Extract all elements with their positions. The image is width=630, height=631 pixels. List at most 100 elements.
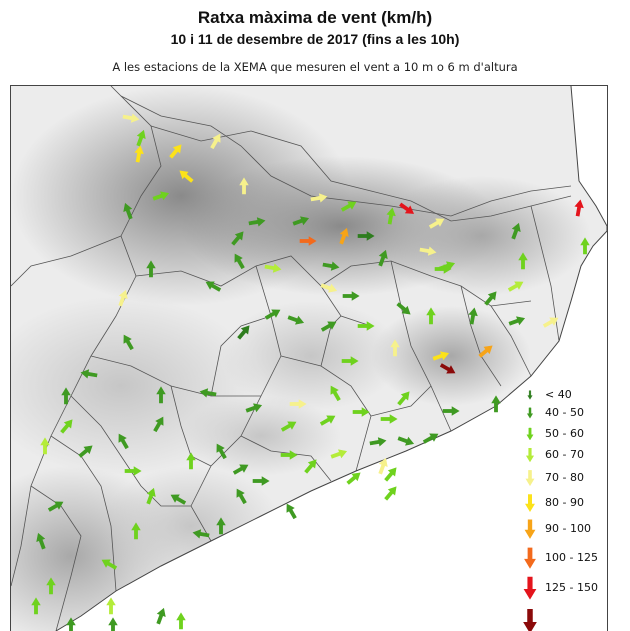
wind-arrow: [384, 467, 397, 482]
wind-arrow: [397, 391, 410, 406]
wind-arrow: [118, 289, 128, 307]
wind-arrow: [397, 436, 415, 446]
legend-arrow-9: [523, 608, 537, 631]
northern-border: [110, 86, 572, 217]
wind-arrow: [286, 503, 297, 520]
wind-arrow: [153, 416, 164, 433]
wind-arrow: [292, 216, 310, 226]
wind-arrow: [152, 191, 170, 201]
wind-arrow: [78, 445, 93, 458]
wind-arrow: [352, 407, 370, 417]
wind-arrow: [123, 334, 134, 351]
wind-arrow: [131, 522, 141, 540]
wind-arrow: [518, 252, 528, 270]
region-boundaries: [11, 95, 572, 631]
wind-arrow: [61, 387, 71, 405]
wind-arrow: [508, 316, 526, 326]
station-arrows: [31, 113, 590, 631]
map-canvas: [11, 86, 607, 631]
legend-label-5: 80 - 90: [545, 496, 584, 509]
wind-arrow: [31, 597, 41, 615]
wind-arrow: [507, 281, 524, 292]
wind-arrow: [264, 309, 281, 320]
wind-arrow: [357, 321, 375, 331]
wind-arrow: [210, 133, 221, 150]
wind-arrow: [339, 227, 349, 245]
wind-arrow: [123, 202, 133, 220]
wind-arrow: [108, 617, 118, 631]
wind-arrow: [299, 236, 317, 246]
legend-label-7: 100 - 125: [545, 551, 598, 564]
wind-arrow: [419, 246, 437, 256]
legend-arrow-4: [525, 470, 535, 487]
wind-arrow: [432, 351, 450, 361]
wind-arrow: [428, 218, 445, 229]
map-subtitle: 10 i 11 de desembre de 2017 (fins a les …: [170, 31, 460, 47]
wind-arrow: [146, 260, 156, 278]
wind-arrow: [234, 253, 245, 270]
wind-arrow: [399, 202, 415, 214]
wind-arrow: [320, 321, 337, 332]
legend-label-0: < 40: [545, 388, 572, 401]
legend-arrow-3: [525, 447, 535, 463]
wind-arrow: [124, 466, 142, 476]
wind-arrow: [289, 399, 307, 409]
legend-label-2: 50 - 60: [545, 427, 584, 440]
wind-arrow: [340, 201, 357, 212]
wind-arrow: [156, 386, 166, 404]
wind-arrow: [511, 222, 521, 240]
wind-arrow: [231, 231, 244, 246]
wind-arrow: [478, 345, 493, 358]
legend-label-6: 90 - 100: [545, 522, 591, 535]
wind-arrow: [216, 443, 227, 460]
legend-arrow-8: [523, 576, 537, 600]
wind-arrow: [357, 231, 375, 241]
wind-arrow: [179, 170, 194, 183]
wind-arrow: [304, 459, 317, 474]
map-title: Ratxa màxima de vent (km/h): [197, 8, 433, 27]
wind-arrow: [60, 419, 73, 434]
wind-arrow: [310, 193, 328, 203]
wind-arrow: [101, 559, 118, 570]
wind-arrow: [170, 494, 187, 505]
wind-arrow: [252, 476, 270, 486]
wind-arrow: [169, 144, 182, 159]
wind-arrow: [319, 415, 336, 426]
wind-arrow: [118, 433, 129, 450]
wind-arrow: [380, 414, 398, 424]
wind-arrow: [280, 421, 297, 432]
wind-arrow: [426, 307, 436, 325]
wind-arrow: [192, 529, 210, 539]
wind-arrow: [330, 449, 348, 459]
map-frame: < 40 40 - 50 50 - 60 60 - 70 70 - 80 80 - 90 9…: [10, 85, 608, 631]
wind-arrow: [369, 437, 387, 447]
legend-label-1: 40 - 50: [545, 406, 584, 419]
wind-arrow: [342, 291, 360, 301]
wind-arrow: [330, 385, 341, 402]
map-note: A les estacions de la XEMA que mesuren e…: [112, 60, 518, 74]
legend-arrow-1: [526, 407, 534, 419]
wind-arrow: [320, 283, 338, 293]
wind-arrow: [346, 472, 361, 485]
wind-arrow: [186, 452, 196, 470]
wind-arrow: [245, 403, 263, 413]
legend-arrow-0: [527, 390, 533, 400]
wind-arrow: [106, 597, 116, 615]
wind-arrow: [47, 501, 64, 512]
wind-arrow: [390, 339, 400, 357]
wind-arrow: [574, 199, 584, 217]
wind-arrow: [199, 388, 217, 398]
legend-arrow-6: [524, 519, 536, 539]
wind-arrow: [236, 488, 247, 505]
wind-arrow: [136, 129, 146, 147]
wind-arrow: [442, 406, 460, 416]
wind-arrow: [80, 369, 98, 379]
legend-label-3: 60 - 70: [545, 448, 584, 461]
legend-arrows: [523, 390, 537, 631]
wind-arrow: [216, 517, 226, 535]
wind-arrow: [146, 487, 156, 505]
wind-arrow: [542, 317, 559, 328]
wind-arrow: [287, 315, 305, 325]
wind-arrow: [248, 217, 266, 227]
wind-arrow: [134, 145, 144, 163]
